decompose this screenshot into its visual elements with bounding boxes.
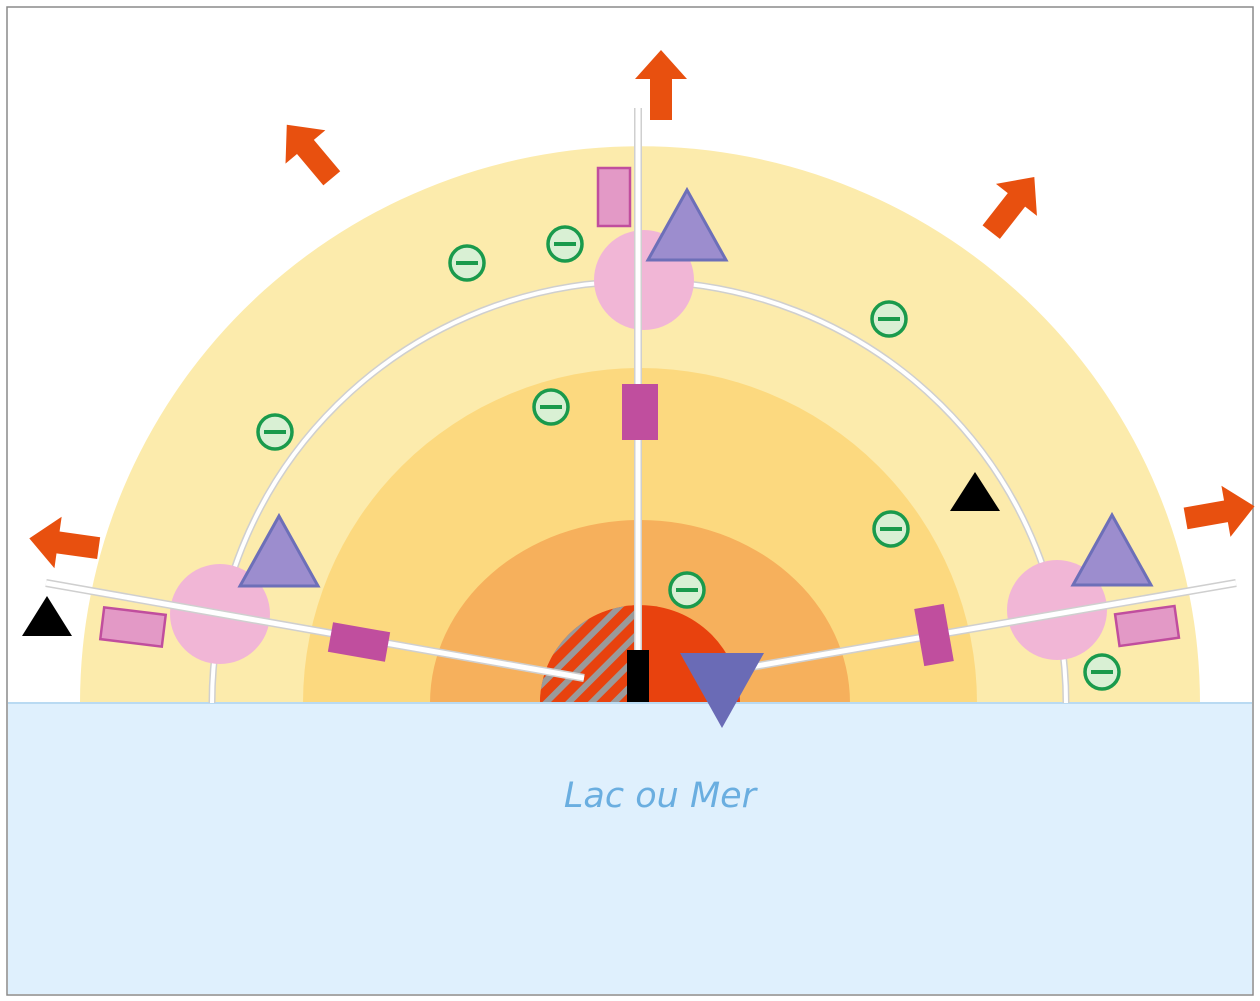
negative-charge-icon <box>448 244 486 282</box>
negative-charge-icon <box>532 388 570 426</box>
negative-charge-icon <box>668 571 706 609</box>
negative-charge-icon <box>870 300 908 338</box>
rectangle-icon <box>914 603 954 667</box>
water-body <box>8 703 1252 994</box>
outward-arrow-icon <box>285 124 341 186</box>
rectangle-icon <box>98 605 168 649</box>
inverted-triangle-icon <box>680 653 764 728</box>
rectangle-icon <box>596 166 632 228</box>
rectangle-icon <box>1113 604 1181 648</box>
negative-charge-icon <box>872 510 910 548</box>
outward-arrow-icon <box>982 176 1037 239</box>
black-triangle-icon <box>950 472 1000 511</box>
outward-arrow-icon <box>635 50 687 120</box>
black-triangle-icon <box>22 596 72 636</box>
triangle-icon <box>237 512 321 588</box>
rectangle-icon <box>327 622 391 662</box>
outward-arrow-icon <box>29 516 101 569</box>
negative-charge-icon <box>256 413 294 451</box>
rectangle-icon <box>622 384 658 440</box>
water-label: Lac ou Mer <box>563 776 757 816</box>
triangle-icon <box>645 186 729 262</box>
negative-charge-icon <box>546 225 584 263</box>
center-bar <box>627 650 649 702</box>
negative-charge-markers <box>256 225 1121 691</box>
triangle-icon <box>1070 511 1154 587</box>
outward-arrow-icon <box>1183 485 1255 537</box>
negative-charge-icon <box>1083 653 1121 691</box>
outward-arrows <box>29 50 1255 569</box>
